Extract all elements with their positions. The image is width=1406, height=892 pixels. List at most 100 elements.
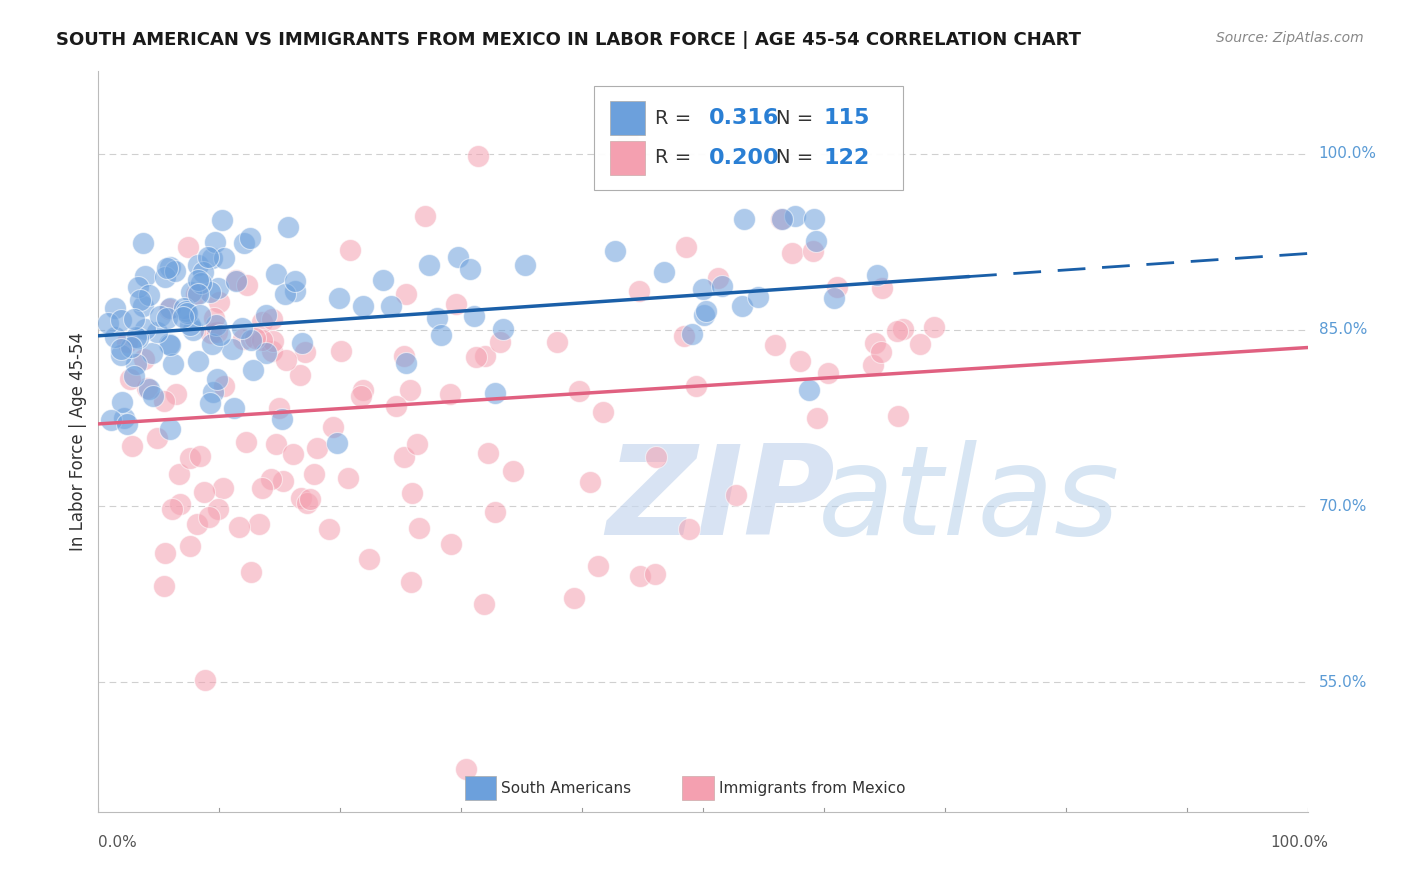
Point (692, 282, 714, 296)
Point (136, 381, 159, 395)
Point (153, 546, 176, 560)
Point (208, 294, 231, 309)
Point (456, 762, 478, 776)
Point (328, 291, 350, 305)
Point (863, 335, 886, 350)
Point (212, 379, 235, 393)
Point (806, 410, 828, 425)
Point (385, 399, 408, 413)
Point (337, 471, 360, 485)
Point (260, 344, 283, 359)
Point (225, 273, 247, 287)
FancyBboxPatch shape (610, 141, 645, 175)
Point (568, 384, 591, 398)
Point (201, 337, 224, 351)
Point (243, 331, 266, 345)
Point (110, 347, 132, 361)
Point (138, 288, 160, 302)
Point (121, 439, 143, 453)
Point (447, 250, 470, 264)
Point (891, 321, 914, 335)
Point (326, 436, 349, 450)
Point (207, 325, 229, 339)
Point (247, 517, 270, 532)
Point (477, 446, 499, 460)
Point (149, 309, 172, 323)
Point (747, 290, 769, 304)
Text: 70.0%: 70.0% (1319, 499, 1367, 514)
Point (132, 300, 155, 314)
Point (142, 389, 165, 403)
Point (605, 244, 627, 258)
Point (193, 484, 215, 499)
Point (405, 436, 427, 450)
Point (110, 342, 132, 356)
Point (797, 383, 820, 397)
Point (124, 329, 146, 343)
Point (231, 321, 253, 335)
Point (692, 308, 714, 322)
Point (202, 310, 225, 325)
Point (803, 212, 825, 227)
Text: Source: ZipAtlas.com: Source: ZipAtlas.com (1216, 31, 1364, 45)
Point (645, 450, 668, 465)
Point (155, 311, 177, 326)
Point (190, 276, 212, 290)
Point (350, 389, 373, 403)
Point (100, 413, 122, 427)
Point (187, 273, 209, 287)
Point (207, 501, 229, 516)
Point (179, 539, 201, 553)
Point (467, 149, 489, 163)
Point (205, 318, 228, 333)
Point (146, 431, 169, 445)
Point (586, 558, 609, 573)
Point (484, 385, 506, 400)
Point (789, 354, 811, 368)
Point (232, 332, 254, 346)
Point (827, 279, 849, 293)
Point (141, 345, 163, 359)
Point (104, 330, 127, 344)
Point (260, 312, 283, 326)
Point (502, 464, 524, 478)
Text: N =: N = (776, 109, 820, 128)
Point (115, 335, 138, 350)
Point (707, 271, 730, 285)
Text: 122: 122 (824, 148, 870, 168)
Point (127, 280, 149, 294)
Point (186, 517, 208, 532)
Point (260, 472, 283, 486)
Point (733, 211, 755, 226)
Point (242, 363, 264, 377)
Point (780, 245, 803, 260)
Point (464, 350, 486, 364)
Point (232, 235, 254, 250)
Point (711, 278, 734, 293)
Point (181, 323, 204, 337)
Point (270, 412, 292, 426)
Point (111, 395, 134, 409)
Point (212, 481, 235, 495)
Point (179, 450, 201, 465)
Point (179, 318, 201, 333)
Point (238, 231, 260, 245)
Point (222, 401, 245, 415)
Point (801, 244, 824, 258)
Point (869, 344, 891, 359)
Point (329, 344, 352, 359)
Point (165, 264, 187, 278)
Point (172, 310, 194, 324)
Point (127, 331, 149, 345)
Point (770, 211, 793, 226)
Text: 0.0%: 0.0% (98, 836, 138, 850)
Point (274, 287, 297, 301)
Point (221, 342, 243, 356)
Point (112, 411, 135, 425)
Point (159, 422, 181, 436)
Point (187, 258, 209, 272)
Point (228, 520, 250, 534)
Point (578, 475, 600, 489)
FancyBboxPatch shape (610, 101, 645, 135)
Point (288, 368, 311, 382)
